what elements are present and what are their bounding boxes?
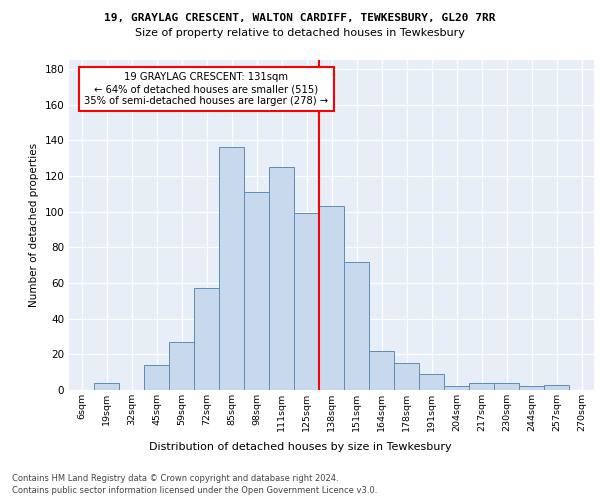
Bar bbox=[394, 363, 419, 390]
Text: Distribution of detached houses by size in Tewkesbury: Distribution of detached houses by size … bbox=[149, 442, 451, 452]
Text: Size of property relative to detached houses in Tewkesbury: Size of property relative to detached ho… bbox=[135, 28, 465, 38]
Bar bbox=[444, 386, 469, 390]
Y-axis label: Number of detached properties: Number of detached properties bbox=[29, 143, 39, 307]
Bar bbox=[469, 383, 494, 390]
Text: 19 GRAYLAG CRESCENT: 131sqm
← 64% of detached houses are smaller (515)
35% of se: 19 GRAYLAG CRESCENT: 131sqm ← 64% of det… bbox=[85, 72, 329, 106]
Bar bbox=[519, 386, 544, 390]
Bar bbox=[494, 383, 519, 390]
Bar bbox=[319, 206, 344, 390]
Text: Contains public sector information licensed under the Open Government Licence v3: Contains public sector information licen… bbox=[12, 486, 377, 495]
Text: Contains HM Land Registry data © Crown copyright and database right 2024.: Contains HM Land Registry data © Crown c… bbox=[12, 474, 338, 483]
Bar bbox=[94, 383, 119, 390]
Bar bbox=[344, 262, 369, 390]
Bar bbox=[269, 167, 294, 390]
Bar bbox=[244, 192, 269, 390]
Bar bbox=[419, 374, 444, 390]
Bar bbox=[294, 214, 319, 390]
Bar bbox=[169, 342, 194, 390]
Text: 19, GRAYLAG CRESCENT, WALTON CARDIFF, TEWKESBURY, GL20 7RR: 19, GRAYLAG CRESCENT, WALTON CARDIFF, TE… bbox=[104, 12, 496, 22]
Bar bbox=[544, 384, 569, 390]
Bar bbox=[144, 365, 169, 390]
Bar bbox=[369, 351, 394, 390]
Bar bbox=[219, 148, 244, 390]
Bar bbox=[194, 288, 219, 390]
